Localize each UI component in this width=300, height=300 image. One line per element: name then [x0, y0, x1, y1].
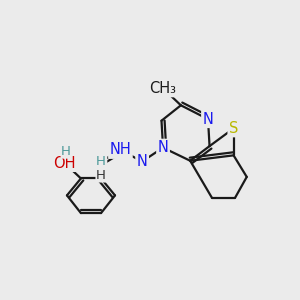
Text: N: N — [137, 154, 148, 169]
Text: OH: OH — [53, 155, 76, 170]
Text: H: H — [96, 155, 106, 168]
Text: N: N — [158, 140, 169, 155]
Text: S: S — [229, 121, 238, 136]
Text: CH₃: CH₃ — [150, 81, 176, 96]
Text: H: H — [96, 169, 106, 182]
Text: NH: NH — [110, 142, 131, 158]
Text: N: N — [202, 112, 213, 127]
Text: H: H — [61, 145, 71, 158]
